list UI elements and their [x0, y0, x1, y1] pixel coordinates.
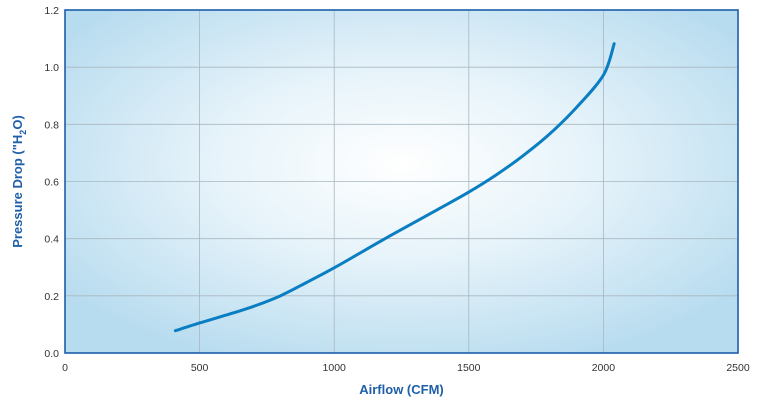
y-axis-title-subscript: 2 [18, 130, 28, 135]
y-tick-label: 0.2 [44, 291, 59, 303]
y-tick-label: 0.4 [44, 234, 59, 246]
y-tick-label: 0.6 [44, 177, 59, 189]
y-axis-title-end: O) [10, 115, 25, 129]
x-axis-title: Airflow (CFM) [359, 382, 443, 397]
y-axis-title: Pressure Drop ("H2O) [10, 115, 28, 248]
y-tick-label: 1.0 [44, 62, 59, 74]
grid-lines [65, 10, 738, 353]
y-tick-label: 1.2 [44, 5, 59, 17]
y-axis-ticks: 0.0 0.2 0.4 0.6 0.8 1.0 1.2 [44, 5, 59, 360]
pressure-drop-curve [173, 42, 616, 333]
x-tick-label: 0 [62, 362, 68, 374]
x-tick-label: 500 [191, 362, 209, 374]
x-tick-label: 2500 [726, 362, 750, 374]
plot-frame [64, 9, 739, 354]
x-tick-label: 2000 [592, 362, 616, 374]
x-tick-label: 1500 [457, 362, 481, 374]
y-tick-label: 0.0 [44, 348, 59, 360]
y-tick-label: 0.8 [44, 119, 59, 131]
y-axis-title-main: Pressure Drop ("H [10, 135, 25, 248]
x-tick-label: 1000 [323, 362, 347, 374]
x-axis-ticks: 0 500 1000 1500 2000 2500 [62, 362, 750, 374]
